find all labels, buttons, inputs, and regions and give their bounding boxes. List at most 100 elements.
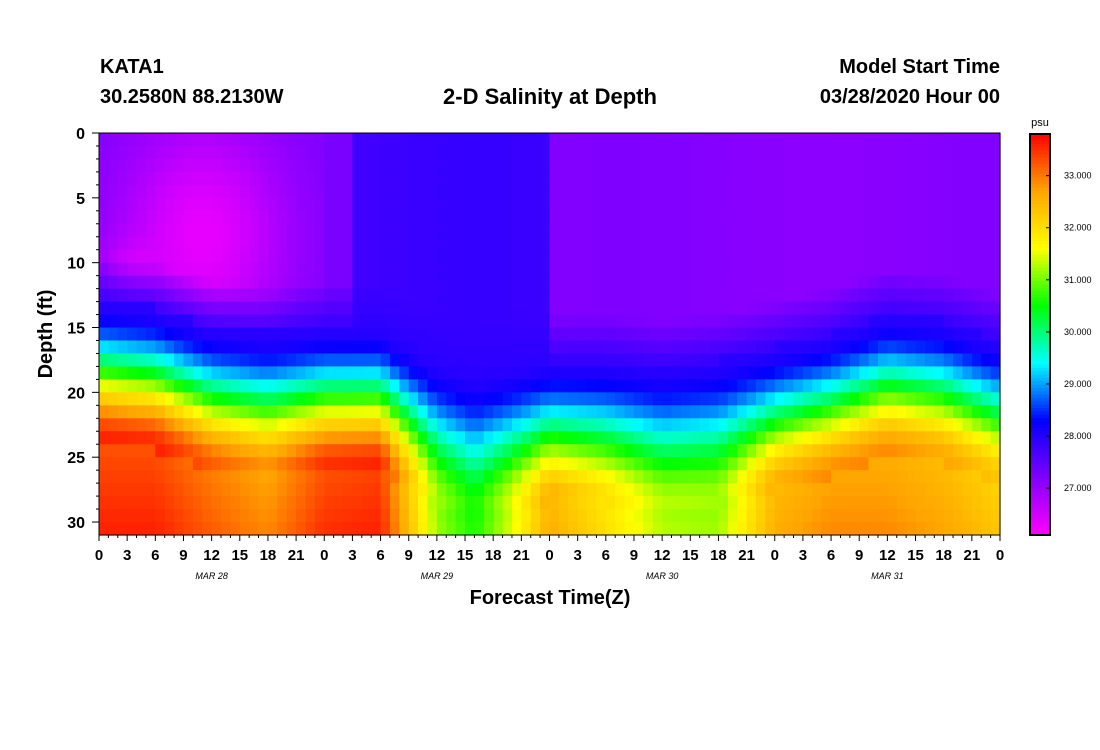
heatmap-cell bbox=[812, 457, 823, 471]
heatmap-cell bbox=[239, 457, 250, 471]
heatmap-cell bbox=[474, 171, 485, 186]
heatmap-cell bbox=[540, 431, 551, 445]
heatmap-cell bbox=[258, 275, 269, 290]
heatmap-cell bbox=[793, 145, 804, 160]
heatmap-cell bbox=[455, 496, 466, 510]
heatmap-cell bbox=[699, 288, 710, 303]
heatmap-cell bbox=[145, 223, 156, 238]
heatmap-cell bbox=[474, 444, 485, 458]
heatmap-cell bbox=[746, 340, 757, 355]
heatmap-cell bbox=[906, 210, 917, 225]
heatmap-cell bbox=[343, 210, 354, 225]
heatmap-cell bbox=[680, 340, 691, 355]
heatmap-cell bbox=[981, 184, 992, 199]
heatmap-cell bbox=[361, 314, 372, 329]
heatmap-cell bbox=[324, 379, 335, 393]
heatmap-cell bbox=[624, 184, 635, 199]
heatmap-cell bbox=[258, 262, 269, 277]
heatmap-cell bbox=[953, 405, 964, 419]
heatmap-cell bbox=[821, 275, 832, 290]
heatmap-cell bbox=[361, 184, 372, 199]
heatmap-cell bbox=[868, 288, 879, 303]
colorbar-segment bbox=[1030, 518, 1050, 523]
heatmap-cell bbox=[286, 184, 297, 199]
heatmap-cell bbox=[493, 353, 504, 368]
heatmap-cell bbox=[802, 353, 813, 368]
x-tick-label: 18 bbox=[260, 547, 277, 564]
heatmap-cell bbox=[549, 171, 560, 186]
heatmap-cell bbox=[296, 145, 307, 160]
heatmap-cell bbox=[605, 340, 616, 355]
colorbar-segment bbox=[1030, 237, 1050, 242]
heatmap-cell bbox=[333, 210, 344, 225]
heatmap-cell bbox=[624, 340, 635, 355]
heatmap-cell bbox=[371, 184, 382, 199]
heatmap-cell bbox=[314, 366, 325, 380]
heatmap-cell bbox=[511, 353, 522, 368]
heatmap-cell bbox=[737, 353, 748, 368]
heatmap-cell bbox=[774, 483, 785, 497]
heatmap-cell bbox=[333, 405, 344, 419]
heatmap-cell bbox=[361, 171, 372, 186]
heatmap-cell bbox=[155, 457, 166, 471]
heatmap-cell bbox=[399, 457, 410, 471]
heatmap-cell bbox=[221, 314, 231, 329]
heatmap-cell bbox=[971, 353, 982, 368]
heatmap-cell bbox=[755, 197, 766, 212]
heatmap-cell bbox=[418, 236, 429, 251]
heatmap-cell bbox=[389, 275, 400, 290]
heatmap-cell bbox=[953, 184, 964, 199]
heatmap-cell bbox=[127, 379, 138, 393]
heatmap-cell bbox=[558, 314, 569, 329]
heatmap-cell bbox=[718, 470, 729, 484]
heatmap-cell bbox=[192, 522, 203, 536]
heatmap-cell bbox=[699, 470, 710, 484]
heatmap-cell bbox=[136, 249, 147, 264]
heatmap-cell bbox=[802, 457, 813, 471]
heatmap-cell bbox=[389, 223, 400, 238]
heatmap-cell bbox=[924, 145, 935, 160]
heatmap-cell bbox=[568, 262, 579, 277]
heatmap-cell bbox=[662, 236, 673, 251]
heatmap-cell bbox=[943, 236, 954, 251]
heatmap-cell bbox=[483, 340, 494, 355]
heatmap-cell bbox=[587, 133, 598, 147]
heatmap-cell bbox=[211, 366, 222, 380]
heatmap-cell bbox=[924, 171, 935, 186]
heatmap-cell bbox=[953, 327, 964, 342]
heatmap-cell bbox=[540, 379, 551, 393]
heatmap-cell bbox=[108, 327, 119, 342]
heatmap-cell bbox=[192, 197, 203, 212]
heatmap-cell bbox=[615, 210, 626, 225]
heatmap-cell bbox=[361, 366, 372, 380]
heatmap-cell bbox=[896, 314, 907, 329]
colorbar-segment bbox=[1030, 488, 1050, 493]
heatmap-cell bbox=[924, 379, 935, 393]
heatmap-cell bbox=[108, 431, 119, 445]
heatmap-cell bbox=[652, 457, 663, 471]
x-tick-label: 15 bbox=[231, 547, 248, 564]
heatmap-cell bbox=[530, 522, 541, 536]
heatmap-cell bbox=[709, 392, 720, 406]
heatmap-cell bbox=[511, 184, 522, 199]
heatmap-cell bbox=[380, 327, 391, 342]
heatmap-cell bbox=[343, 366, 354, 380]
heatmap-cell bbox=[953, 158, 964, 173]
heatmap-cell bbox=[690, 379, 701, 393]
heatmap-cell bbox=[305, 275, 316, 290]
heatmap-cell bbox=[361, 262, 372, 277]
heatmap-cell bbox=[436, 457, 447, 471]
heatmap-cell bbox=[953, 171, 964, 186]
heatmap-cell bbox=[962, 431, 973, 445]
heatmap-cell bbox=[868, 483, 879, 497]
heatmap-cell bbox=[699, 340, 710, 355]
heatmap-cell bbox=[774, 171, 785, 186]
colorbar-segment bbox=[1030, 391, 1050, 396]
heatmap-cell bbox=[267, 133, 278, 147]
x-tick-label: 6 bbox=[151, 547, 159, 564]
heatmap-cell bbox=[502, 496, 513, 510]
heatmap-cell bbox=[465, 275, 476, 290]
heatmap-cell bbox=[99, 470, 109, 484]
heatmap-cell bbox=[643, 236, 654, 251]
heatmap-cell bbox=[446, 444, 457, 458]
